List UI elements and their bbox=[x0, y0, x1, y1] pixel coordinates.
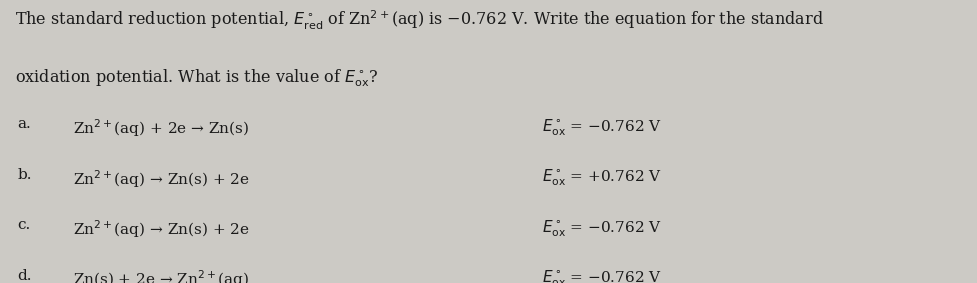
Text: c.: c. bbox=[18, 218, 31, 232]
Text: d.: d. bbox=[18, 269, 32, 282]
Text: $\mathit{E}^\circ_{\mathrm{ox}}$ = −0.762 V: $\mathit{E}^\circ_{\mathrm{ox}}$ = −0.76… bbox=[542, 117, 662, 138]
Text: oxidation potential. What is the value of $\mathit{E}^\circ_{\mathrm{ox}}$?: oxidation potential. What is the value o… bbox=[15, 68, 378, 89]
Text: Zn$^{2+}$(aq) → Zn(s) + 2e: Zn$^{2+}$(aq) → Zn(s) + 2e bbox=[73, 218, 250, 240]
Text: The standard reduction potential, $\mathit{E}^\circ_{\mathrm{red}}$ of Zn$^{2+}$: The standard reduction potential, $\math… bbox=[15, 8, 824, 32]
Text: Zn$^{2+}$(aq) + 2e → Zn(s): Zn$^{2+}$(aq) + 2e → Zn(s) bbox=[73, 117, 249, 139]
Text: $\mathit{E}^\circ_{\mathrm{ox}}$ = +0.762 V: $\mathit{E}^\circ_{\mathrm{ox}}$ = +0.76… bbox=[542, 168, 662, 188]
Text: Zn(s) + 2e → Zn$^{2+}$(aq): Zn(s) + 2e → Zn$^{2+}$(aq) bbox=[73, 269, 249, 283]
Text: Zn$^{2+}$(aq) → Zn(s) + 2e: Zn$^{2+}$(aq) → Zn(s) + 2e bbox=[73, 168, 250, 190]
Text: $\mathit{E}^\circ_{\mathrm{ox}}$ = −0.762 V: $\mathit{E}^\circ_{\mathrm{ox}}$ = −0.76… bbox=[542, 218, 662, 239]
Text: a.: a. bbox=[18, 117, 31, 131]
Text: $\mathit{E}^\circ_{\mathrm{ox}}$ = −0.762 V: $\mathit{E}^\circ_{\mathrm{ox}}$ = −0.76… bbox=[542, 269, 662, 283]
Text: b.: b. bbox=[18, 168, 32, 182]
